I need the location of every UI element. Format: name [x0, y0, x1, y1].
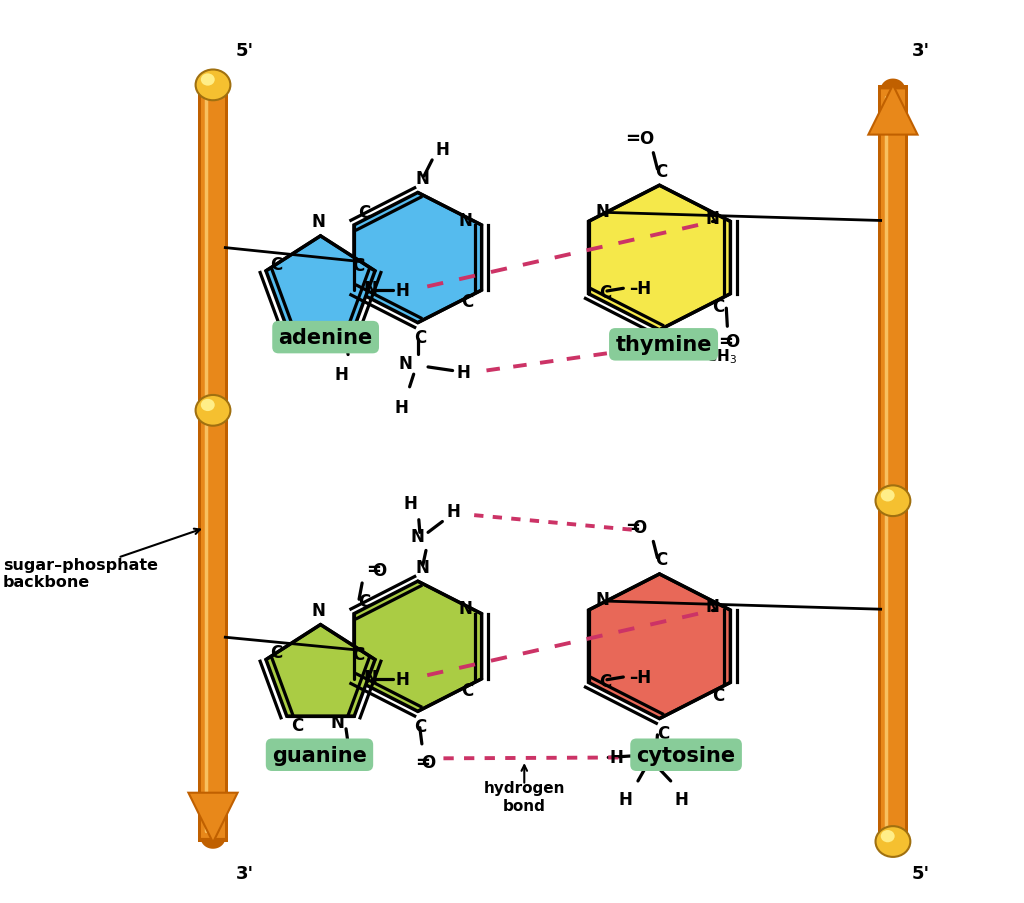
Text: N: N — [706, 598, 719, 616]
Text: H: H — [403, 495, 418, 513]
Bar — [878, 86, 908, 842]
Text: O: O — [421, 753, 435, 771]
Text: C: C — [599, 672, 611, 690]
Text: C: C — [657, 724, 670, 742]
Polygon shape — [266, 237, 375, 328]
Text: =: = — [367, 560, 381, 578]
Text: C: C — [291, 716, 303, 734]
Bar — [198, 86, 228, 842]
Text: –H: –H — [630, 668, 651, 686]
Text: C: C — [461, 681, 473, 699]
Text: C: C — [712, 686, 724, 704]
Text: CH$_3$: CH$_3$ — [705, 347, 736, 365]
Text: 5': 5' — [911, 864, 930, 881]
Text: C: C — [712, 298, 724, 316]
Text: N: N — [398, 355, 413, 373]
Text: H: H — [435, 141, 450, 159]
Text: H: H — [446, 502, 461, 520]
Polygon shape — [868, 86, 918, 135]
Text: C: C — [655, 163, 668, 181]
Text: C: C — [352, 646, 365, 664]
Text: =: = — [415, 753, 430, 771]
Polygon shape — [201, 838, 225, 849]
Text: H: H — [618, 790, 633, 808]
Polygon shape — [354, 582, 481, 712]
Bar — [201, 90, 225, 838]
Circle shape — [201, 74, 215, 87]
Text: C: C — [414, 329, 426, 347]
Text: H: H — [335, 366, 349, 384]
Text: N: N — [596, 202, 609, 220]
Text: –H: –H — [630, 280, 651, 298]
Text: =: = — [718, 332, 733, 350]
Text: H: H — [609, 749, 624, 767]
Text: cytosine: cytosine — [637, 745, 735, 765]
Text: C: C — [599, 284, 611, 302]
Text: H: H — [457, 364, 471, 382]
Text: N: N — [331, 712, 345, 731]
Text: guanine: guanine — [272, 745, 367, 765]
Text: C: C — [358, 592, 371, 610]
Text: C: C — [657, 336, 670, 354]
Text: N: N — [706, 209, 719, 228]
Text: C: C — [414, 717, 426, 735]
Text: N: N — [596, 591, 609, 609]
Polygon shape — [881, 79, 905, 90]
Text: H: H — [395, 670, 409, 688]
Text: hydrogen
bond: hydrogen bond — [483, 780, 565, 813]
Text: N: N — [459, 211, 472, 229]
Text: 5': 5' — [236, 42, 254, 60]
Text: O: O — [639, 130, 653, 148]
Text: 3': 3' — [911, 42, 930, 60]
Text: N: N — [311, 213, 326, 231]
Text: C: C — [655, 551, 668, 569]
Text: O: O — [373, 562, 387, 580]
Circle shape — [196, 396, 230, 426]
Text: C: C — [352, 257, 365, 275]
Text: H: H — [674, 790, 688, 808]
Text: =: = — [625, 518, 640, 536]
Bar — [881, 90, 905, 838]
Text: N: N — [635, 750, 649, 768]
Text: 3': 3' — [236, 864, 254, 881]
Text: =: = — [625, 130, 640, 148]
Text: C: C — [358, 204, 371, 222]
Text: N: N — [416, 170, 430, 188]
Text: C: C — [291, 328, 303, 346]
Circle shape — [881, 489, 895, 502]
Polygon shape — [589, 186, 730, 330]
Text: C: C — [270, 644, 283, 662]
Polygon shape — [881, 838, 905, 849]
Text: N: N — [459, 600, 472, 618]
Text: N: N — [311, 601, 326, 619]
Text: O: O — [725, 332, 739, 350]
Polygon shape — [354, 193, 481, 323]
Polygon shape — [589, 574, 730, 719]
Polygon shape — [188, 793, 238, 842]
Text: N: N — [331, 324, 345, 342]
Circle shape — [876, 826, 910, 857]
Text: thymine: thymine — [615, 335, 712, 355]
Text: N: N — [416, 558, 430, 576]
Text: O: O — [632, 518, 646, 536]
Text: N: N — [411, 527, 425, 545]
Text: N: N — [364, 280, 377, 298]
Polygon shape — [266, 625, 375, 716]
Text: H: H — [395, 282, 409, 300]
Text: C: C — [270, 256, 283, 274]
Circle shape — [196, 70, 230, 101]
Text: H: H — [335, 754, 349, 772]
Circle shape — [876, 486, 910, 517]
Circle shape — [881, 830, 895, 842]
Text: sugar–phosphate
backbone: sugar–phosphate backbone — [3, 557, 158, 590]
Text: C: C — [461, 293, 473, 311]
Text: adenine: adenine — [279, 328, 373, 348]
Text: N: N — [364, 668, 377, 686]
Circle shape — [201, 399, 215, 412]
Text: H: H — [394, 398, 409, 416]
Polygon shape — [201, 79, 225, 90]
